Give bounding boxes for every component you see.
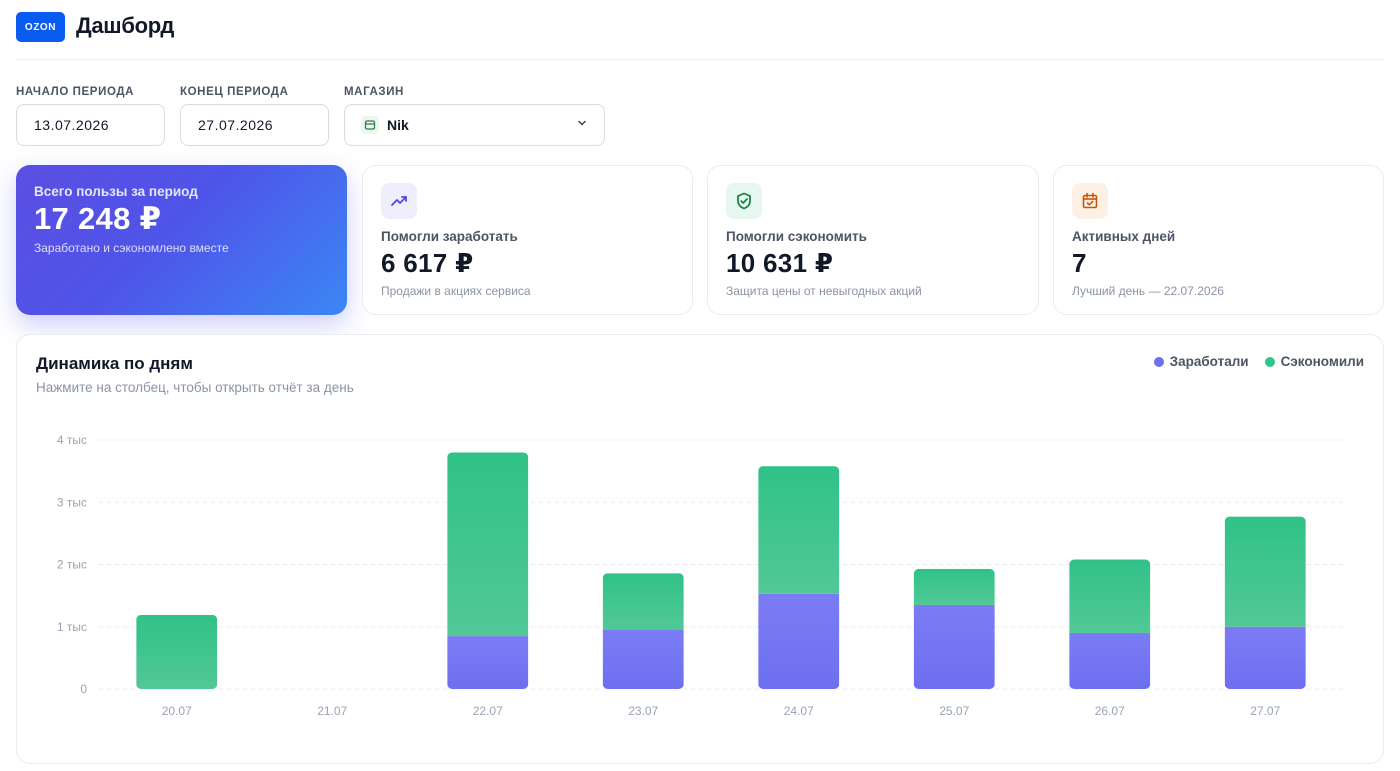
earned-card: Помогли заработать 6 617 ₽ Продажи в акц… (362, 165, 693, 315)
bar-segment-saved[interactable] (758, 466, 840, 594)
store-icon (361, 116, 379, 134)
legend-dot-saved (1264, 356, 1275, 367)
daily-dynamics-chart-card: Динамика по дням Нажмите на столбец, что… (16, 334, 1384, 764)
start-date-filter: НАЧАЛО ПЕРИОДА 13.07.2026 (16, 86, 165, 146)
start-date-input[interactable]: 13.07.2026 (16, 104, 165, 146)
legend-dot-earned (1153, 356, 1164, 367)
start-date-label: НАЧАЛО ПЕРИОДА (16, 86, 135, 98)
store-filter: МАГАЗИН Nik (344, 86, 605, 146)
store-label: МАГАЗИН (344, 86, 404, 98)
shield-check-icon (726, 183, 762, 219)
earned-value: 6 617 ₽ (381, 248, 474, 278)
x-tick-label: 26.07 (1095, 704, 1125, 718)
end-date-filter: КОНЕЦ ПЕРИОДА 27.07.2026 (180, 86, 329, 146)
chart-title: Динамика по дням (36, 354, 193, 373)
active-days-caption: Лучший день — 22.07.2026 (1072, 284, 1224, 298)
saved-caption: Защита цены от невыгодных акций (726, 284, 922, 298)
saved-value: 10 631 ₽ (726, 248, 834, 278)
y-tick-label: 0 (80, 682, 87, 696)
x-tick-label: 20.07 (162, 704, 192, 718)
trending-up-icon (381, 183, 417, 219)
total-benefit-value: 17 248 ₽ (34, 201, 162, 236)
end-date-input[interactable]: 27.07.2026 (180, 104, 329, 146)
calendar-check-icon (1072, 183, 1108, 219)
active-days-value: 7 (1072, 248, 1087, 278)
bar-segment-earned[interactable] (1069, 632, 1151, 689)
ozon-logo[interactable]: OZON (16, 12, 65, 42)
x-tick-label: 24.07 (784, 704, 814, 718)
bar-26.07[interactable] (1069, 559, 1151, 689)
legend-label-saved: Сэкономили (1280, 354, 1364, 369)
bar-25.07[interactable] (913, 568, 995, 689)
legend-item-earned[interactable]: Заработали (1153, 354, 1249, 369)
bar-20.07[interactable] (136, 614, 218, 689)
store-select[interactable]: Nik (344, 104, 605, 146)
stacked-bar-chart: 0 1 тыс 2 тыс 3 тыс 4 тыс 20.07 21.07 22.07 23.0… (57, 433, 1343, 718)
y-tick-label: 2 тыс (57, 558, 87, 572)
chart-subtitle: Нажмите на столбец, чтобы открыть отчёт … (36, 380, 354, 395)
earned-label: Помогли заработать (381, 229, 518, 244)
x-tick-label: 23.07 (628, 704, 658, 718)
bar-segment-saved[interactable] (136, 614, 218, 689)
chart-legend: Заработали Сэкономили (1153, 354, 1364, 369)
bar-22.07[interactable] (447, 452, 529, 689)
bar-24.07[interactable] (758, 466, 840, 689)
y-tick-label: 4 тыс (57, 433, 87, 447)
saved-label: Помогли сэкономить (726, 229, 867, 244)
bar-segment-earned[interactable] (447, 636, 529, 689)
saved-card: Помогли сэкономить 10 631 ₽ Защита цены … (707, 165, 1039, 315)
bar-segment-saved[interactable] (1224, 516, 1306, 627)
bar-segment-saved[interactable] (447, 452, 529, 637)
bar-segment-earned[interactable] (913, 604, 995, 689)
x-tick-label: 27.07 (1250, 704, 1280, 718)
x-tick-label: 21.07 (317, 704, 347, 718)
legend-item-saved[interactable]: Сэкономили (1264, 354, 1364, 369)
earned-caption: Продажи в акциях сервиса (381, 284, 531, 298)
bar-segment-earned[interactable] (1224, 626, 1306, 689)
header: OZON Дашборд (16, 12, 1384, 60)
y-tick-label: 3 тыс (57, 495, 87, 509)
active-days-label: Активных дней (1072, 229, 1176, 244)
x-tick-label: 25.07 (939, 704, 969, 718)
y-tick-label: 1 тыс (57, 620, 87, 634)
total-benefit-card: Всего пользы за период 17 248 ₽ Заработа… (16, 165, 347, 315)
bar-segment-earned[interactable] (758, 593, 840, 689)
page-title: Дашборд (76, 13, 175, 38)
end-date-label: КОНЕЦ ПЕРИОДА (180, 86, 289, 98)
total-benefit-label: Всего пользы за период (34, 184, 198, 199)
bar-segment-saved[interactable] (1069, 559, 1151, 633)
chevron-down-icon (576, 116, 588, 134)
bar-segment-saved[interactable] (602, 573, 684, 630)
total-benefit-caption: Заработано и сэкономлено вместе (34, 241, 229, 255)
store-select-value: Nik (387, 117, 409, 133)
bar-segment-saved[interactable] (913, 568, 995, 605)
bar-23.07[interactable] (602, 573, 684, 689)
legend-label-earned: Заработали (1169, 354, 1249, 369)
bar-27.07[interactable] (1224, 516, 1306, 689)
active-days-card: Активных дней 7 Лучший день — 22.07.2026 (1053, 165, 1384, 315)
x-tick-label: 22.07 (473, 704, 503, 718)
bar-segment-earned[interactable] (602, 629, 684, 689)
